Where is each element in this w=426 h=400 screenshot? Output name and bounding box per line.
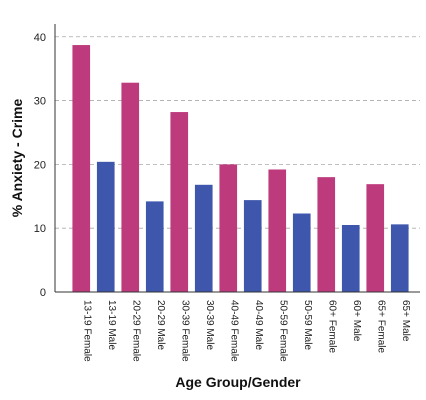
y-tick-label: 10: [34, 223, 46, 235]
x-tick-label: 30-39 Female: [179, 300, 190, 362]
y-tick-labels: 0 10 20 30 40: [34, 32, 46, 299]
bar-65-female: [366, 184, 385, 292]
x-tick-label: 60+ Female: [326, 300, 337, 354]
y-tick-label: 40: [34, 32, 46, 44]
x-axis-title: Age Group/Gender: [175, 374, 301, 390]
y-tick-label: 0: [40, 287, 46, 299]
bar-40-49-male: [243, 200, 262, 292]
x-tick-label: 65+ Female: [375, 300, 386, 354]
bar-30-39-female: [170, 112, 189, 292]
bars: [72, 45, 409, 292]
x-tick-label: 30-39 Male: [204, 300, 215, 350]
bar-50-59-female: [268, 169, 287, 292]
axes: [54, 24, 420, 293]
bar-13-19-male: [96, 161, 115, 292]
x-tick-label: 20-29 Female: [130, 300, 141, 362]
bar-13-19-female: [72, 45, 91, 292]
x-tick-labels: 13-19 Female 13-19 Male 20-29 Female 20-29 …: [81, 300, 411, 362]
x-tick-label: 40-49 Female: [228, 300, 239, 362]
bar-60-female: [317, 177, 336, 292]
x-tick-label: 20-29 Male: [155, 300, 166, 350]
x-tick-label: 50-59 Male: [302, 300, 313, 350]
y-tick-label: 30: [34, 96, 46, 108]
x-tick-label: 13-19 Female: [81, 300, 92, 362]
bar-50-59-male: [292, 213, 311, 292]
bar-30-39-male: [194, 184, 213, 292]
y-tick-label: 20: [34, 159, 46, 171]
bar-65-male: [390, 224, 409, 292]
bar-20-29-male: [145, 201, 164, 292]
x-tick-label: 65+ Male: [400, 300, 411, 342]
x-tick-label: 60+ Male: [351, 300, 362, 342]
bar-20-29-female: [121, 82, 140, 292]
x-tick-label: 50-59 Female: [277, 300, 288, 362]
bar-40-49-female: [219, 164, 238, 292]
y-axis-title: % Anxiety - Crime: [9, 99, 25, 218]
x-tick-label: 40-49 Male: [253, 300, 264, 350]
x-tick-label: 13-19 Male: [106, 300, 117, 350]
bar-60-male: [341, 225, 360, 292]
